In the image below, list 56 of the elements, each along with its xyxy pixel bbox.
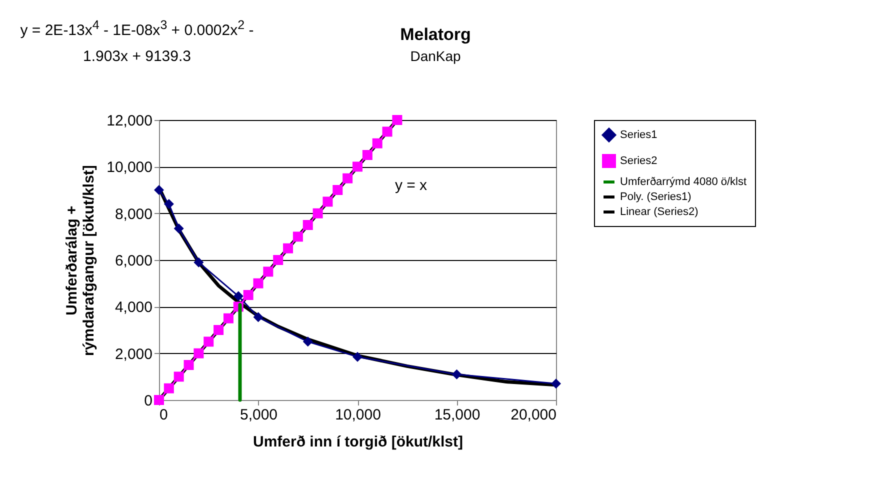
point xyxy=(253,278,264,288)
annotation: y = x xyxy=(394,177,428,194)
point xyxy=(372,138,382,148)
point xyxy=(243,290,254,300)
legend-label: Umferðarrýmd 4080 ö/klst xyxy=(620,176,747,188)
point xyxy=(174,224,184,234)
point xyxy=(352,162,362,172)
point xyxy=(233,291,244,302)
y-axis-title: Umferðarálag + rýmdarafgangur [ökut/klst] xyxy=(64,165,98,356)
point xyxy=(452,369,462,380)
point xyxy=(214,325,224,335)
legend-label: Series2 xyxy=(620,155,658,167)
legend-label: Poly. (Series1) xyxy=(620,191,692,203)
y-tick-label: 2,000 xyxy=(114,346,152,363)
point xyxy=(342,173,353,184)
point xyxy=(253,312,264,322)
point xyxy=(174,372,184,382)
point xyxy=(292,232,303,242)
text: y = 2E-13x$^{4}$ - 1E-08x$^{3}$ + 0.0002x$^{2}$ - 1.903x + 9139.3 xyxy=(20,18,254,65)
x-tick-label: 15,000 xyxy=(434,406,480,424)
y-tick-label: 4,000 xyxy=(114,299,152,316)
point xyxy=(312,208,323,218)
chart-subtitle: DanKap xyxy=(410,48,462,64)
x-tick-label: 10,000 xyxy=(335,406,381,424)
point xyxy=(322,196,333,207)
point xyxy=(551,378,561,389)
x-tick-label: 20,000 xyxy=(510,406,556,424)
x-axis-title: Umferð inn í torgið [ökut/klst] xyxy=(253,434,463,450)
legend-label: Series1 xyxy=(620,129,658,141)
point xyxy=(392,115,402,125)
point xyxy=(194,348,204,358)
y-tick-label: 6,000 xyxy=(114,252,152,270)
x-tick-label: 5,000 xyxy=(240,406,278,424)
legend-label: Linear (Series2) xyxy=(620,206,698,218)
x-tick-label: 0 xyxy=(160,406,168,424)
point xyxy=(263,266,274,277)
point xyxy=(302,220,313,230)
y-tick-label: 12,000 xyxy=(106,112,152,130)
point xyxy=(154,185,164,195)
point xyxy=(273,255,284,265)
point xyxy=(283,243,294,254)
point xyxy=(164,383,174,394)
point xyxy=(194,257,204,268)
y-tick-label: 10,000 xyxy=(106,159,152,176)
chart-title: Melatorg xyxy=(400,25,471,44)
point xyxy=(302,336,313,347)
point xyxy=(164,199,174,209)
point xyxy=(204,336,214,347)
point xyxy=(332,185,343,195)
point xyxy=(184,360,194,370)
point xyxy=(352,352,362,362)
point xyxy=(223,313,234,324)
y-tick-label: 0 xyxy=(144,392,152,410)
point xyxy=(362,150,372,160)
point xyxy=(382,126,392,137)
y-tick-label: 8,000 xyxy=(114,206,152,223)
